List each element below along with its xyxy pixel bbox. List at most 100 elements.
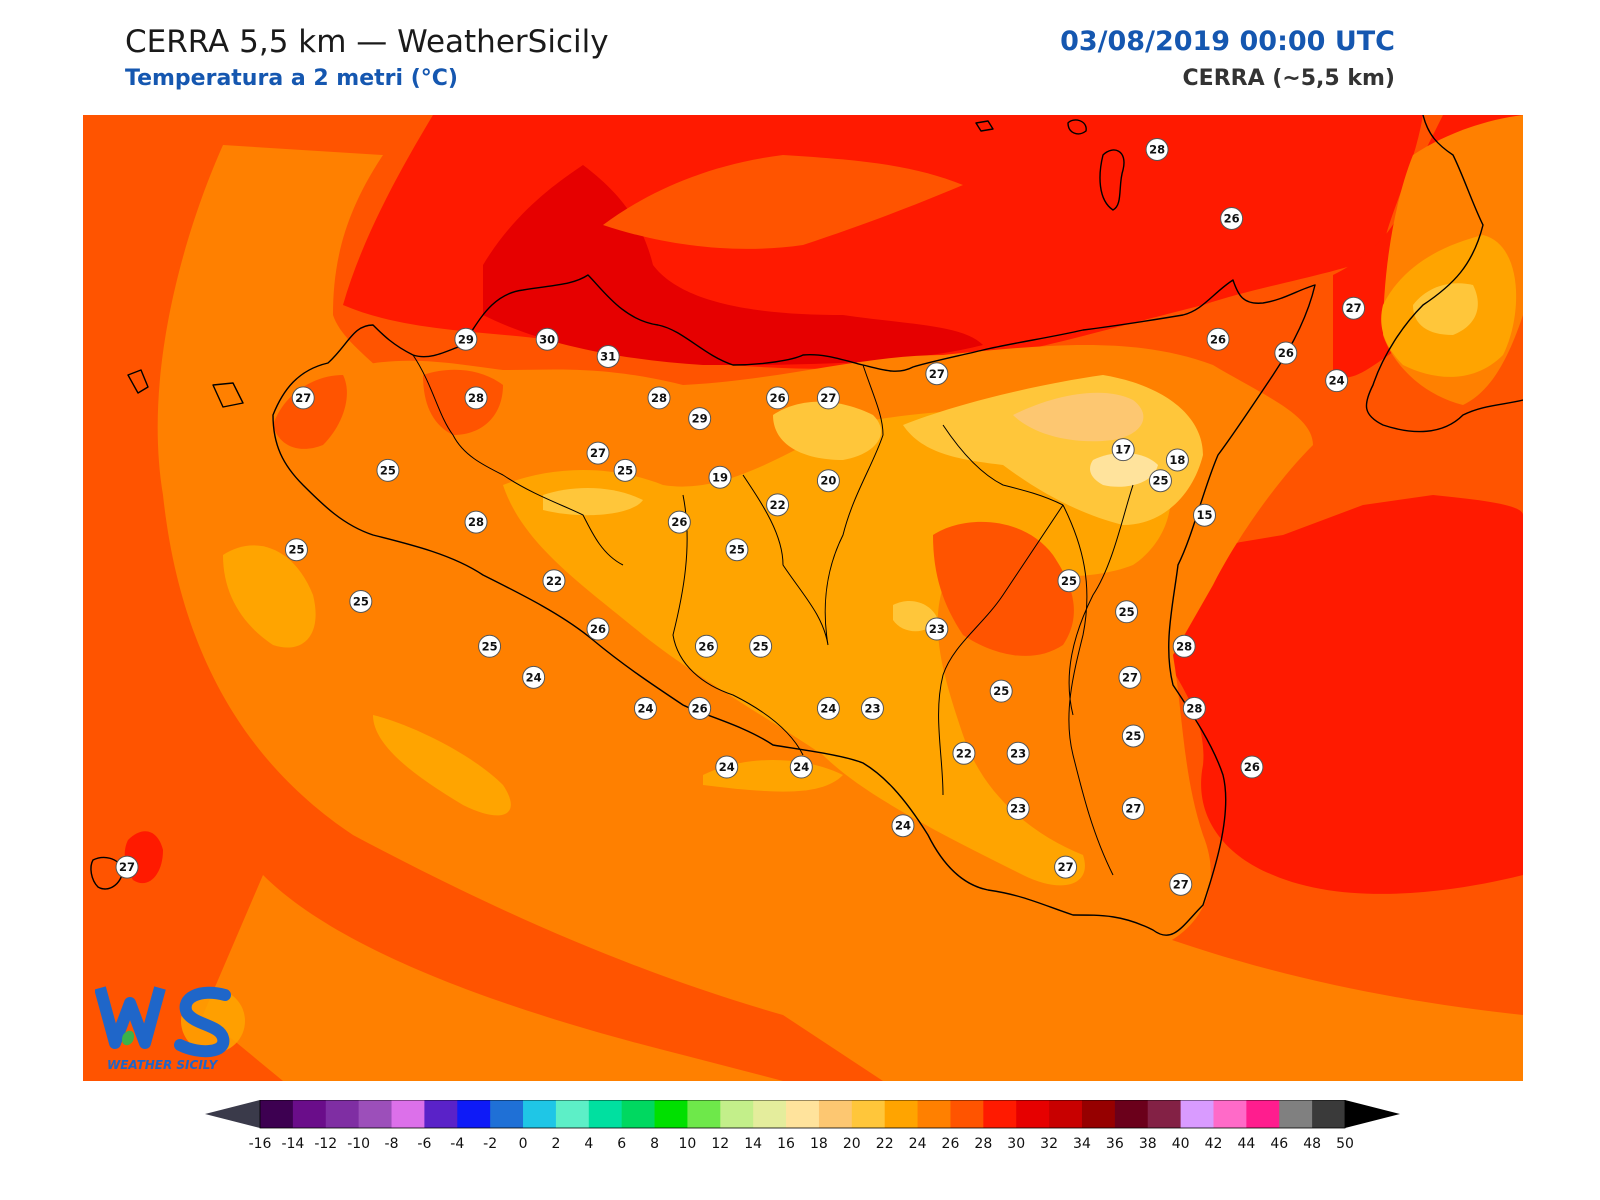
station-marker: 28 <box>464 386 488 410</box>
colorbar-swatch <box>786 1100 820 1128</box>
colorbar-tick-label: 40 <box>1172 1136 1190 1152</box>
station-marker: 28 <box>1172 634 1196 658</box>
station-circle <box>694 634 718 658</box>
station-temperature-label: 18 <box>1169 453 1185 467</box>
ustica-island <box>975 120 994 132</box>
station-circle <box>1115 600 1139 624</box>
colorbar-underflow-arrow <box>205 1100 260 1128</box>
station-temperature-label: 17 <box>1115 443 1131 457</box>
logo-leaf-icon <box>122 1030 135 1046</box>
station-marker: 24 <box>816 696 840 720</box>
station-temperature-label: 26 <box>1278 346 1294 360</box>
station-temperature-label: 22 <box>546 574 562 588</box>
colorbar-tick-label: 44 <box>1237 1136 1255 1152</box>
station-marker: 26 <box>1220 207 1244 230</box>
station-marker: 27 <box>925 362 949 386</box>
station-circle <box>1325 369 1349 393</box>
station-temperature-label: 22 <box>956 746 972 760</box>
station-marker: 27 <box>1118 665 1142 689</box>
coastline <box>90 115 1523 936</box>
station-circle <box>1342 296 1366 320</box>
temperature-map: 28 26 29 30 31 27 26 26 24 27 28 28 29 26 27 27 18 17 25 27… <box>83 115 1523 1081</box>
station-marker: 25 <box>1057 569 1081 593</box>
station-marker: 29 <box>688 407 712 431</box>
station-circle <box>1121 724 1145 748</box>
model-name: CERRA (~5,5 km) <box>1182 66 1395 91</box>
station-marker: 27 <box>1342 296 1366 320</box>
colorbar-swatch <box>654 1100 688 1128</box>
station-circle <box>816 469 840 493</box>
station-marker: 22 <box>766 493 790 517</box>
station-temperature-label: 15 <box>1196 508 1212 522</box>
station-circle <box>891 814 915 838</box>
colorbar-swatch <box>1279 1100 1313 1128</box>
colorbar-frame <box>259 1100 1346 1129</box>
field-band-28-30-ionian <box>1153 495 1523 894</box>
station-temperature-label: 30 <box>539 332 555 346</box>
colorbar-swatch <box>917 1100 951 1128</box>
colorbar-swatch <box>1246 1100 1280 1128</box>
station-circle <box>464 510 488 534</box>
station-temperature-label: 26 <box>590 622 606 636</box>
station-temperature-label: 28 <box>468 515 484 529</box>
field-band-24-26-south <box>203 875 783 1081</box>
station-marker: 26 <box>1240 755 1264 779</box>
station-temperature-label: 28 <box>1186 701 1202 715</box>
field-patch-26-28-north <box>603 155 963 249</box>
station-marker: 28 <box>647 386 671 410</box>
colorbar-swatch <box>1312 1100 1346 1128</box>
colorbar-swatch <box>523 1100 557 1128</box>
station-temperature-label: 27 <box>1122 670 1138 684</box>
station-temperature-label: 26 <box>671 515 687 529</box>
station-marker: 27 <box>1169 872 1193 896</box>
station-marker: 25 <box>376 458 400 482</box>
colorbar-tick-label: 22 <box>876 1136 894 1152</box>
map-title: CERRA 5,5 km — WeatherSicily <box>125 24 609 60</box>
colorbar-swatch <box>555 1100 590 1128</box>
station-marker: 30 <box>535 327 559 351</box>
colorbar-tick-label: 24 <box>909 1136 927 1152</box>
station-temperature-label: 23 <box>1010 801 1026 815</box>
province-borders <box>412 354 1134 876</box>
station-temperature-label: 28 <box>1176 639 1192 653</box>
station-marker: 22 <box>952 741 976 765</box>
station-marker: 25 <box>1148 469 1172 493</box>
colorbar-tick-label: 26 <box>942 1136 960 1152</box>
station-marker: 25 <box>349 589 373 613</box>
field-patch-26-28-west <box>423 369 503 435</box>
station-temperature-label: 24 <box>793 760 809 774</box>
station-temperature-label: 27 <box>295 391 311 405</box>
station-marker: 24 <box>789 755 813 779</box>
station-circle <box>454 327 478 351</box>
colorbar-tick-label: 50 <box>1336 1136 1354 1152</box>
colorbar-swatch <box>753 1100 787 1128</box>
station-circle <box>816 386 840 410</box>
logo-sun-icon <box>181 989 245 1053</box>
station-circle <box>860 696 884 720</box>
station-temperature-label: 27 <box>590 446 606 460</box>
station-markers: 28 26 29 30 31 27 26 26 24 27 28 28 29 26 27 27 18 17 25 27… <box>115 138 1366 896</box>
station-temperature-label: 26 <box>770 391 786 405</box>
station-circle <box>542 569 566 593</box>
station-marker: 27 <box>1121 796 1145 820</box>
colorbar-swatch <box>358 1100 393 1128</box>
colorbar-swatch <box>325 1100 360 1128</box>
station-marker: 20 <box>816 469 840 493</box>
station-marker: 26 <box>688 696 712 720</box>
field-south-22-24 <box>373 715 511 816</box>
colorbar-swatch <box>1016 1100 1050 1128</box>
colorbar-tick-label: 16 <box>777 1136 795 1152</box>
station-circle <box>596 345 620 368</box>
station-marker: 25 <box>989 679 1013 703</box>
colorbar-tick-label: 42 <box>1205 1136 1223 1152</box>
station-marker: 28 <box>1145 138 1169 161</box>
station-temperature-label: 27 <box>1173 877 1189 891</box>
station-temperature-label: 20 <box>820 474 836 488</box>
station-circle <box>1054 855 1078 879</box>
temperature-colorbar: -16 -14 -12 -10 -8 -6 -4 -2 0 2 4 6 8 10 12 14 16 18 20 22 2… <box>205 1100 1400 1152</box>
station-circle <box>925 617 949 641</box>
colorbar-swatch <box>687 1100 721 1128</box>
colorbar-tick-label: 30 <box>1007 1136 1025 1152</box>
colorbar-tick-label: 38 <box>1139 1136 1157 1152</box>
station-temperature-label: 25 <box>993 684 1009 698</box>
